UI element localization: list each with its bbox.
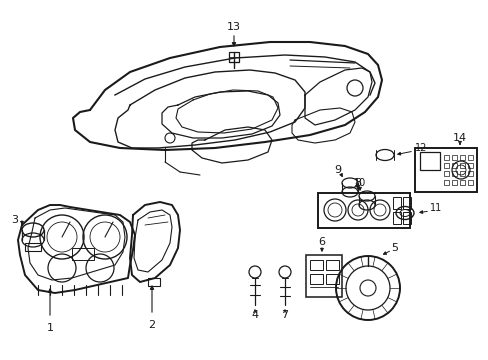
Bar [443, 180, 448, 185]
Bar [414, 148, 476, 192]
Text: 6: 6 [318, 237, 325, 247]
Text: 9: 9 [334, 165, 341, 175]
Bar [459, 163, 464, 168]
Text: 8: 8 [354, 178, 361, 188]
Text: 5: 5 [391, 243, 398, 253]
Bar [451, 180, 456, 185]
Bar [467, 171, 472, 176]
Bar [451, 171, 456, 176]
Bar [392, 212, 400, 224]
Bar [459, 171, 464, 176]
Bar [148, 278, 160, 286]
Text: 7: 7 [281, 310, 288, 320]
Text: 12: 12 [414, 143, 427, 153]
Text: 3: 3 [12, 215, 19, 225]
Bar [467, 163, 472, 168]
Text: 14: 14 [452, 133, 466, 143]
Bar [451, 155, 456, 160]
Bar [402, 212, 410, 224]
Bar [317, 193, 409, 228]
Bar [443, 171, 448, 176]
Bar [451, 163, 456, 168]
Text: 1: 1 [46, 323, 53, 333]
Bar [309, 260, 323, 270]
Text: 10: 10 [353, 178, 366, 188]
Bar [72, 248, 94, 260]
Text: 2: 2 [148, 320, 155, 330]
Bar [467, 155, 472, 160]
Bar [392, 197, 400, 209]
Bar [402, 197, 410, 209]
Bar [459, 155, 464, 160]
Text: 4: 4 [251, 310, 258, 320]
Bar [25, 243, 41, 251]
Bar [309, 274, 323, 284]
Bar [467, 180, 472, 185]
Bar [443, 155, 448, 160]
Bar [459, 180, 464, 185]
Bar [305, 255, 341, 297]
Bar [325, 260, 338, 270]
Bar [325, 274, 338, 284]
Text: 11: 11 [429, 203, 441, 213]
Text: 13: 13 [226, 22, 241, 32]
Bar [228, 52, 239, 62]
Bar [419, 152, 439, 170]
Bar [443, 163, 448, 168]
